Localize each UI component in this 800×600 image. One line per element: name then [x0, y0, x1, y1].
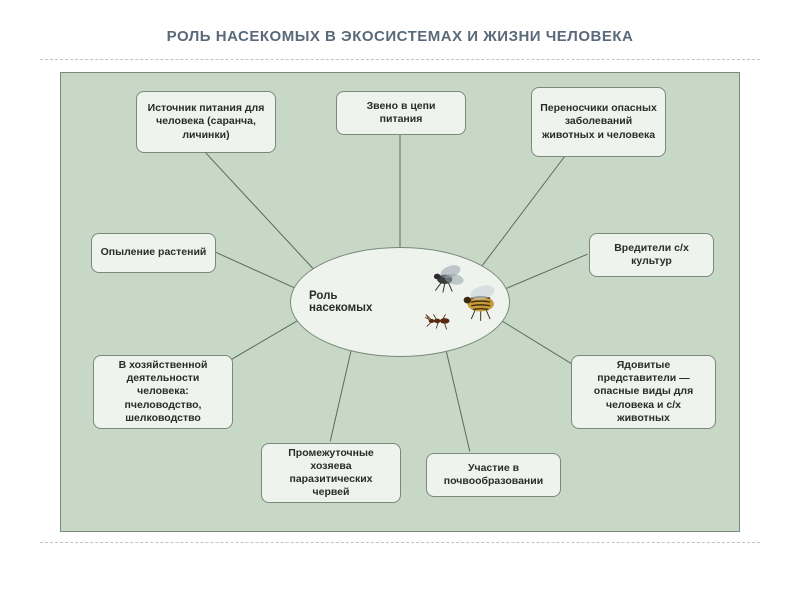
divider-bottom	[40, 542, 760, 543]
outer-node-n1: Звено в цепи питания	[336, 91, 466, 135]
outer-node-n3: Опыление растений	[91, 233, 216, 273]
insects-icon	[405, 262, 509, 342]
page-title: РОЛЬ НАСЕКОМЫХ В ЭКОСИСТЕМАХ И ЖИЗНИ ЧЕЛ…	[0, 0, 800, 45]
center-label: Роль насекомых	[309, 290, 399, 314]
outer-node-n5: В хозяйственной деятельности человека: п…	[93, 355, 233, 429]
diagram-canvas: Роль насекомых Источник питания для чело…	[60, 72, 740, 532]
divider-top	[40, 59, 760, 60]
outer-node-n7: Участие в почвообразовании	[426, 453, 561, 497]
outer-node-n2: Переносчики опасных заболеваний животных…	[531, 87, 666, 157]
outer-node-n0: Источник питания для человека (саранча, …	[136, 91, 276, 153]
outer-node-n4: Вредители с/х культур	[589, 233, 714, 277]
outer-node-n6: Промежуточные хозяева паразитических чер…	[261, 443, 401, 503]
center-node: Роль насекомых	[290, 247, 510, 357]
outer-node-n8: Ядовитые представители — опасные виды дл…	[571, 355, 716, 429]
